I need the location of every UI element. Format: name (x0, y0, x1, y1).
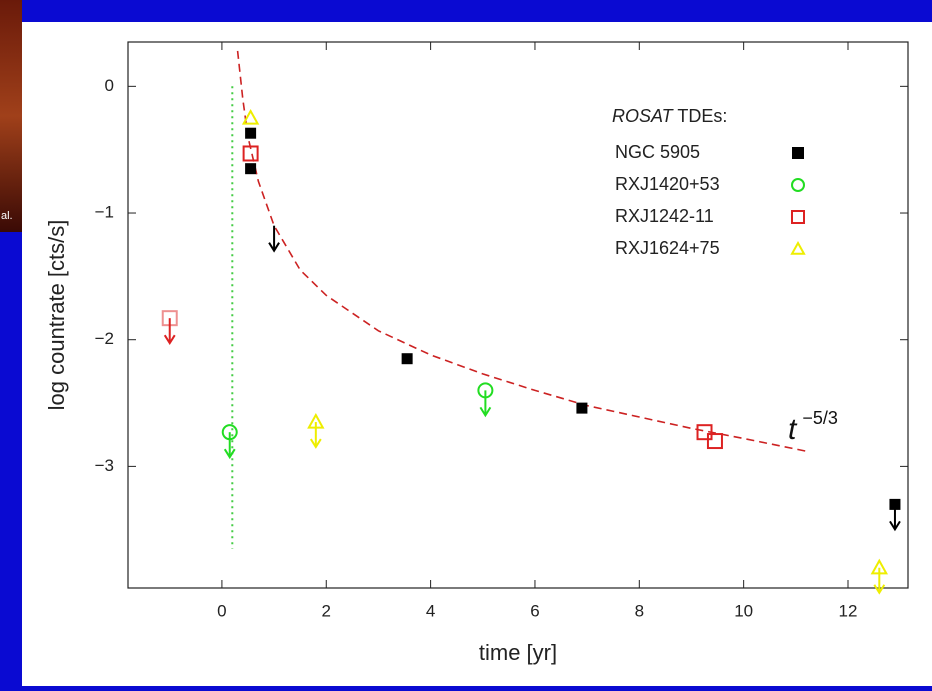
marker (706, 433, 723, 450)
marker (242, 145, 259, 162)
limit-arrow-head (873, 584, 886, 595)
annotation-t: t (788, 413, 798, 446)
legend-label: RXJ1420+53 (615, 174, 720, 194)
x-axis-label: time [yr] (479, 640, 557, 665)
plot-frame (127, 41, 909, 589)
y-tick-label: −3 (95, 456, 114, 475)
limit-arrow-head (309, 438, 322, 449)
marker (161, 310, 178, 327)
model-line (236, 50, 807, 452)
marker (696, 424, 713, 441)
marker (245, 163, 257, 175)
x-tick-label: 12 (839, 601, 858, 620)
legend-marker (792, 147, 804, 159)
marker (889, 498, 901, 510)
marker (870, 558, 889, 575)
marker (401, 353, 413, 365)
legend-label: RXJ1624+75 (615, 238, 720, 258)
marker (576, 402, 588, 414)
chart-panel (22, 22, 932, 686)
legend-marker (790, 240, 806, 255)
x-tick-label: 0 (217, 601, 226, 620)
marker (241, 108, 260, 125)
corner-text: al. (1, 210, 13, 222)
legend-title-rest: TDEs: (677, 106, 727, 126)
x-tick-label: 6 (530, 601, 539, 620)
limit-arrow-head (479, 406, 492, 418)
marker (245, 127, 257, 139)
y-tick-label: −2 (95, 329, 114, 348)
legend-title: ROSAT TDEs: (612, 106, 727, 126)
x-tick-label: 4 (426, 601, 435, 620)
limit-arrow-head (268, 242, 280, 253)
x-tick-label: 8 (635, 601, 644, 620)
legend-marker (791, 178, 805, 192)
limit-arrow-head (889, 520, 901, 532)
legend-label: NGC 5905 (615, 142, 700, 162)
legend-title-italic: ROSAT (612, 106, 675, 126)
limit-arrow-head (163, 334, 176, 346)
x-tick-label: 10 (734, 601, 753, 620)
annotation: t −5/3 (788, 408, 838, 446)
legend-marker (791, 210, 805, 224)
y-axis-label: log countrate [cts/s] (44, 220, 69, 411)
y-tick-label: −1 (95, 203, 114, 222)
y-tick-label: 0 (105, 76, 114, 95)
marker (221, 424, 238, 441)
x-tick-label: 2 (322, 601, 331, 620)
marker (477, 382, 494, 399)
legend-label: RXJ1242-11 (615, 206, 714, 226)
photo-sliver (0, 0, 22, 232)
marker (307, 412, 325, 429)
limit-arrow-head (223, 448, 236, 460)
annotation-exponent: −5/3 (802, 408, 838, 428)
